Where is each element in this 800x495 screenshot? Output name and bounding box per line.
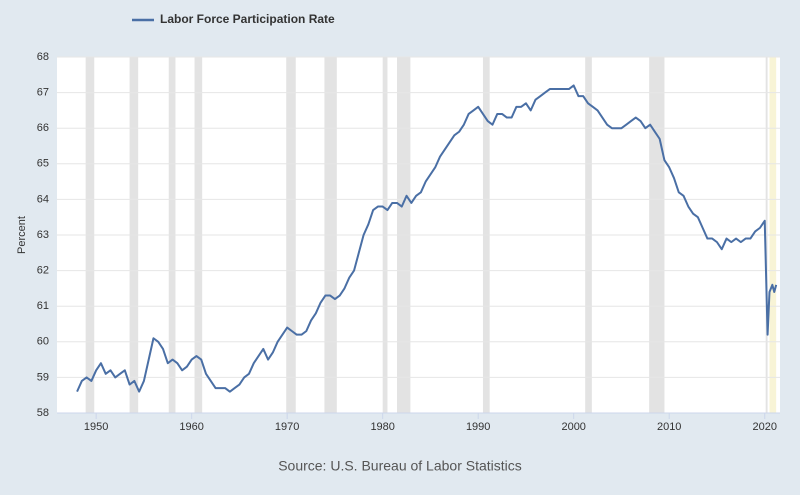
y-tick-label: 61 [37,300,49,312]
x-tick-label: 1980 [370,421,394,433]
y-tick-label: 59 [37,371,49,383]
y-tick-label: 62 [37,265,49,277]
y-tick-label: 67 [37,87,49,99]
x-tick-label: 2000 [561,421,585,433]
x-tick-label: 1950 [84,421,108,433]
y-tick-label: 65 [37,158,49,170]
y-tick-label: 63 [37,229,49,241]
y-tick-label: 64 [37,193,49,205]
x-tick-label: 1960 [179,421,203,433]
y-tick-label: 66 [37,122,49,134]
y-tick-label: 58 [37,407,49,419]
x-tick-label: 2020 [752,421,776,433]
y-tick-label: 60 [37,336,49,348]
y-axis-label: Percent [16,216,28,254]
x-tick-label: 1970 [275,421,299,433]
source: Source: U.S. Bureau of Labor Statistics [278,458,522,474]
series-line [76,84,778,393]
plot: 58 59 60 61 62 63 64 65 66 67 68 1950 1960 1970 1980 19… [37,51,780,433]
y-tick-label: 68 [37,51,49,63]
x-tick-label: 1990 [466,421,490,433]
legend-label: Labor Force Participation Rate [160,12,335,26]
x-tick-label: 2010 [657,421,681,433]
